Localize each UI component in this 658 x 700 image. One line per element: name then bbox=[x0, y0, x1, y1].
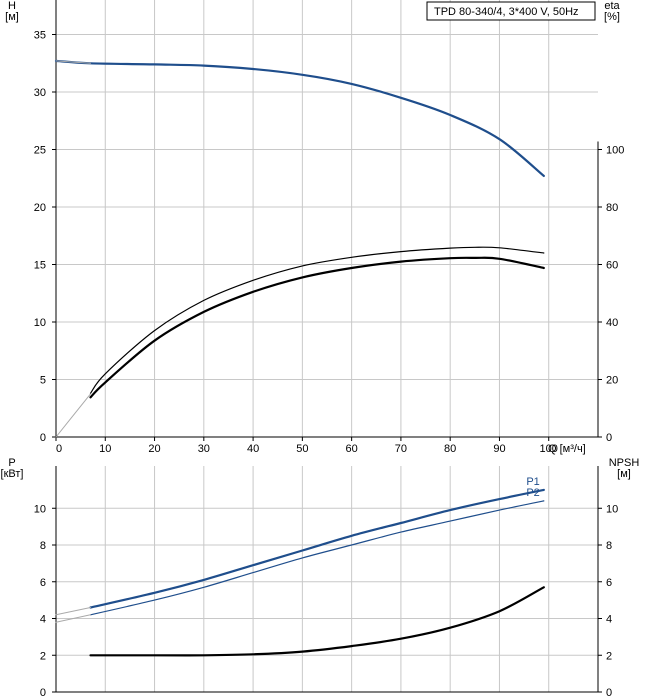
grid-layer bbox=[56, 0, 598, 692]
y-tick-label-left: 25 bbox=[34, 145, 46, 157]
x-tick-label: 10 bbox=[99, 443, 111, 455]
y-axis-title-right: eta bbox=[604, 0, 620, 12]
series-line-top-4 bbox=[55, 393, 91, 438]
x-tick-label: 70 bbox=[395, 443, 407, 455]
series-line-p2 bbox=[89, 500, 545, 616]
axes-layer bbox=[52, 0, 602, 693]
title-box: TPD 80-340/4, 3*400 V, 50Hz bbox=[426, 1, 596, 21]
x-tick-label: 80 bbox=[444, 443, 456, 455]
y-axis-title-left: H bbox=[8, 0, 16, 12]
series-line-top-1 bbox=[55, 60, 91, 64]
y-axis-title-left: [кВт] bbox=[1, 468, 24, 480]
y-tick-label-right: 0 bbox=[606, 432, 612, 444]
y-tick-label-right: 40 bbox=[606, 317, 618, 329]
series-layer bbox=[54, 59, 545, 657]
y-tick-label-left: 0 bbox=[40, 687, 46, 699]
y-axis-title-right: [м] bbox=[617, 468, 631, 480]
y-tick-label-left: 15 bbox=[34, 260, 46, 272]
y-tick-label-left: 10 bbox=[34, 317, 46, 329]
series-line-bottom-3 bbox=[55, 614, 91, 623]
chart-title: TPD 80-340/4, 3*400 V, 50Hz bbox=[434, 6, 579, 18]
series-line-top-0 bbox=[54, 59, 545, 177]
y-tick-label-right: 2 bbox=[606, 650, 612, 662]
x-tick-label: 50 bbox=[296, 443, 308, 455]
y-tick-label-left: 0 bbox=[40, 432, 46, 444]
series-line-top-3 bbox=[89, 256, 545, 399]
y-tick-label-right: 80 bbox=[606, 202, 618, 214]
series-line-top-2 bbox=[89, 246, 545, 394]
y-tick-label-left: 35 bbox=[34, 30, 46, 42]
y-tick-label-left: 4 bbox=[40, 614, 46, 626]
y-tick-label-right: 4 bbox=[606, 614, 612, 626]
y-tick-label-left: 30 bbox=[34, 87, 46, 99]
series-label-p2: P2 bbox=[526, 487, 539, 499]
y-tick-label-left: 20 bbox=[34, 202, 46, 214]
series-label-p1: P1 bbox=[526, 476, 539, 488]
x-tick-label: 40 bbox=[247, 443, 259, 455]
x-tick-label: 60 bbox=[346, 443, 358, 455]
y-tick-label-right: 6 bbox=[606, 577, 612, 589]
x-tick-label: 0 bbox=[56, 443, 62, 455]
series-line-bottom-2 bbox=[55, 607, 91, 616]
x-tick-label: 90 bbox=[493, 443, 505, 455]
y-tick-label-right: 100 bbox=[606, 145, 624, 157]
y-axis-title-left: [м] bbox=[5, 11, 19, 23]
y-tick-label-right: 60 bbox=[606, 260, 618, 272]
y-tick-label-right: 20 bbox=[606, 375, 618, 387]
y-tick-label-right: 10 bbox=[606, 503, 618, 515]
y-tick-label-left: 8 bbox=[40, 540, 46, 552]
x-axis-label: Q [м³/ч] bbox=[548, 443, 586, 455]
title-box-frame bbox=[426, 1, 596, 21]
y-tick-label-right: 0 bbox=[606, 687, 612, 699]
y-axis-title-right: [%] bbox=[604, 11, 620, 23]
y-tick-label-left: 6 bbox=[40, 577, 46, 589]
series-line-p1 bbox=[89, 488, 545, 609]
y-tick-label-left: 2 bbox=[40, 650, 46, 662]
x-tick-label: 100 bbox=[540, 443, 558, 455]
y-tick-label-left: 10 bbox=[34, 503, 46, 515]
series-line-bottom-4 bbox=[89, 586, 545, 657]
y-tick-label-left: 5 bbox=[40, 375, 46, 387]
x-tick-label: 30 bbox=[198, 443, 210, 455]
y-tick-label-right: 8 bbox=[606, 540, 612, 552]
y-axis-title-right: NPSH bbox=[609, 457, 640, 469]
y-axis-title-left: P bbox=[8, 457, 15, 469]
x-tick-label: 20 bbox=[148, 443, 160, 455]
